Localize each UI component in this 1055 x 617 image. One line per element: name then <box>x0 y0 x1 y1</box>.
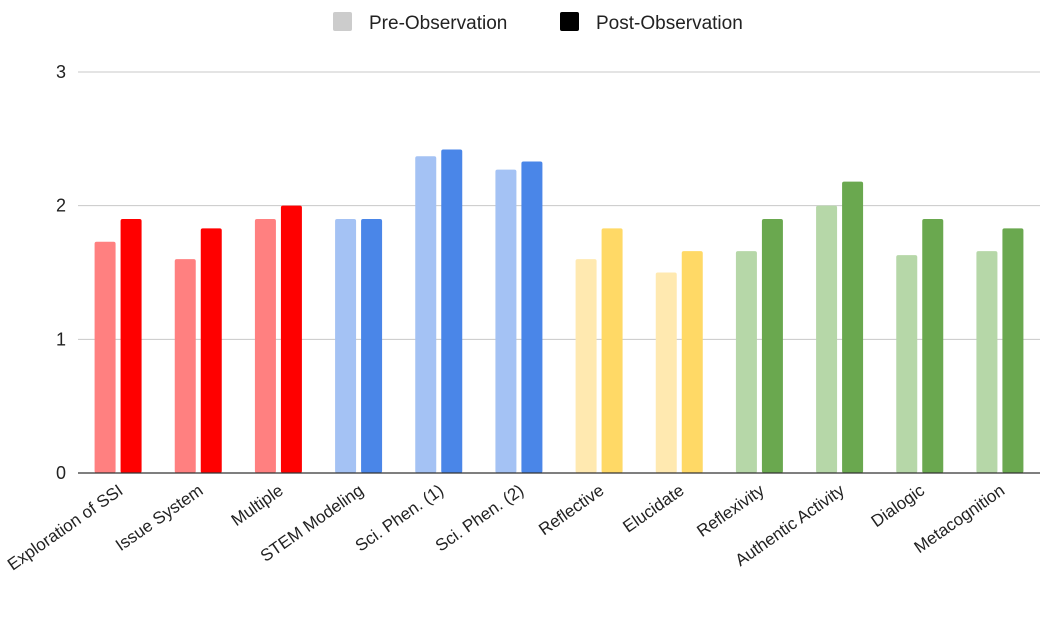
bar-pre-observation-sci-phen-1 <box>415 156 437 473</box>
bar-pre-observation-reflexivity <box>735 251 757 473</box>
bar-post-observation-sci-phen-1 <box>441 149 463 473</box>
bar-pre-observation-stem-modeling <box>335 219 357 473</box>
x-tick-label-metacognition: Metacognition <box>911 481 1009 557</box>
bar-post-observation-multiple <box>280 205 302 473</box>
legend-swatch-pre-observation <box>333 12 352 31</box>
x-tick-label-exploration-of-ssi: Exploration of SSI <box>4 481 126 575</box>
x-tick-label-dialogic: Dialogic <box>868 480 929 531</box>
bar-pre-observation-elucidate <box>655 272 677 473</box>
bar-pre-observation-sci-phen-2 <box>495 169 517 473</box>
bars <box>94 149 1024 473</box>
bar-post-observation-issue-system <box>200 228 222 473</box>
y-tick-label: 2 <box>56 196 66 216</box>
y-tick-label: 1 <box>56 329 66 349</box>
legend-swatch-post-observation <box>560 12 579 31</box>
bar-post-observation-sci-phen-2 <box>521 161 543 473</box>
x-tick-label-reflexivity: Reflexivity <box>693 480 768 540</box>
bar-post-observation-metacognition <box>1002 228 1024 473</box>
x-tick-label-issue-system: Issue System <box>112 481 206 555</box>
bar-pre-observation-reflective <box>575 259 597 473</box>
x-tick-label-elucidate: Elucidate <box>619 481 687 537</box>
legend-label-pre-observation: Pre-Observation <box>369 13 507 34</box>
gridlines <box>78 71 1040 340</box>
bar-pre-observation-authentic-activity <box>816 205 838 473</box>
x-tick-label-sci-phen-1: Sci. Phen. (1) <box>352 481 447 556</box>
legend: Pre-Observation Post-Observation <box>333 12 743 34</box>
bar-post-observation-authentic-activity <box>842 181 864 473</box>
bar-post-observation-reflective <box>601 228 623 473</box>
y-tick-label: 3 <box>56 62 66 82</box>
bar-pre-observation-dialogic <box>896 255 918 473</box>
x-tick-label-reflective: Reflective <box>535 481 607 539</box>
bar-post-observation-elucidate <box>681 251 703 473</box>
bar-pre-observation-exploration-of-ssi <box>94 241 116 473</box>
legend-label-post-observation: Post-Observation <box>596 13 743 34</box>
bar-post-observation-exploration-of-ssi <box>120 219 142 473</box>
y-tick-label: 0 <box>56 463 66 483</box>
x-tick-label-sci-phen-2: Sci. Phen. (2) <box>432 481 527 556</box>
bar-post-observation-stem-modeling <box>361 219 383 473</box>
bar-post-observation-dialogic <box>922 219 944 473</box>
bar-pre-observation-metacognition <box>976 251 998 473</box>
bar-pre-observation-issue-system <box>174 259 196 473</box>
y-axis-tick-labels: 0 1 2 3 <box>56 62 66 483</box>
bar-pre-observation-multiple <box>254 219 276 473</box>
x-tick-label-multiple: Multiple <box>228 481 287 530</box>
bar-post-observation-reflexivity <box>761 219 783 473</box>
